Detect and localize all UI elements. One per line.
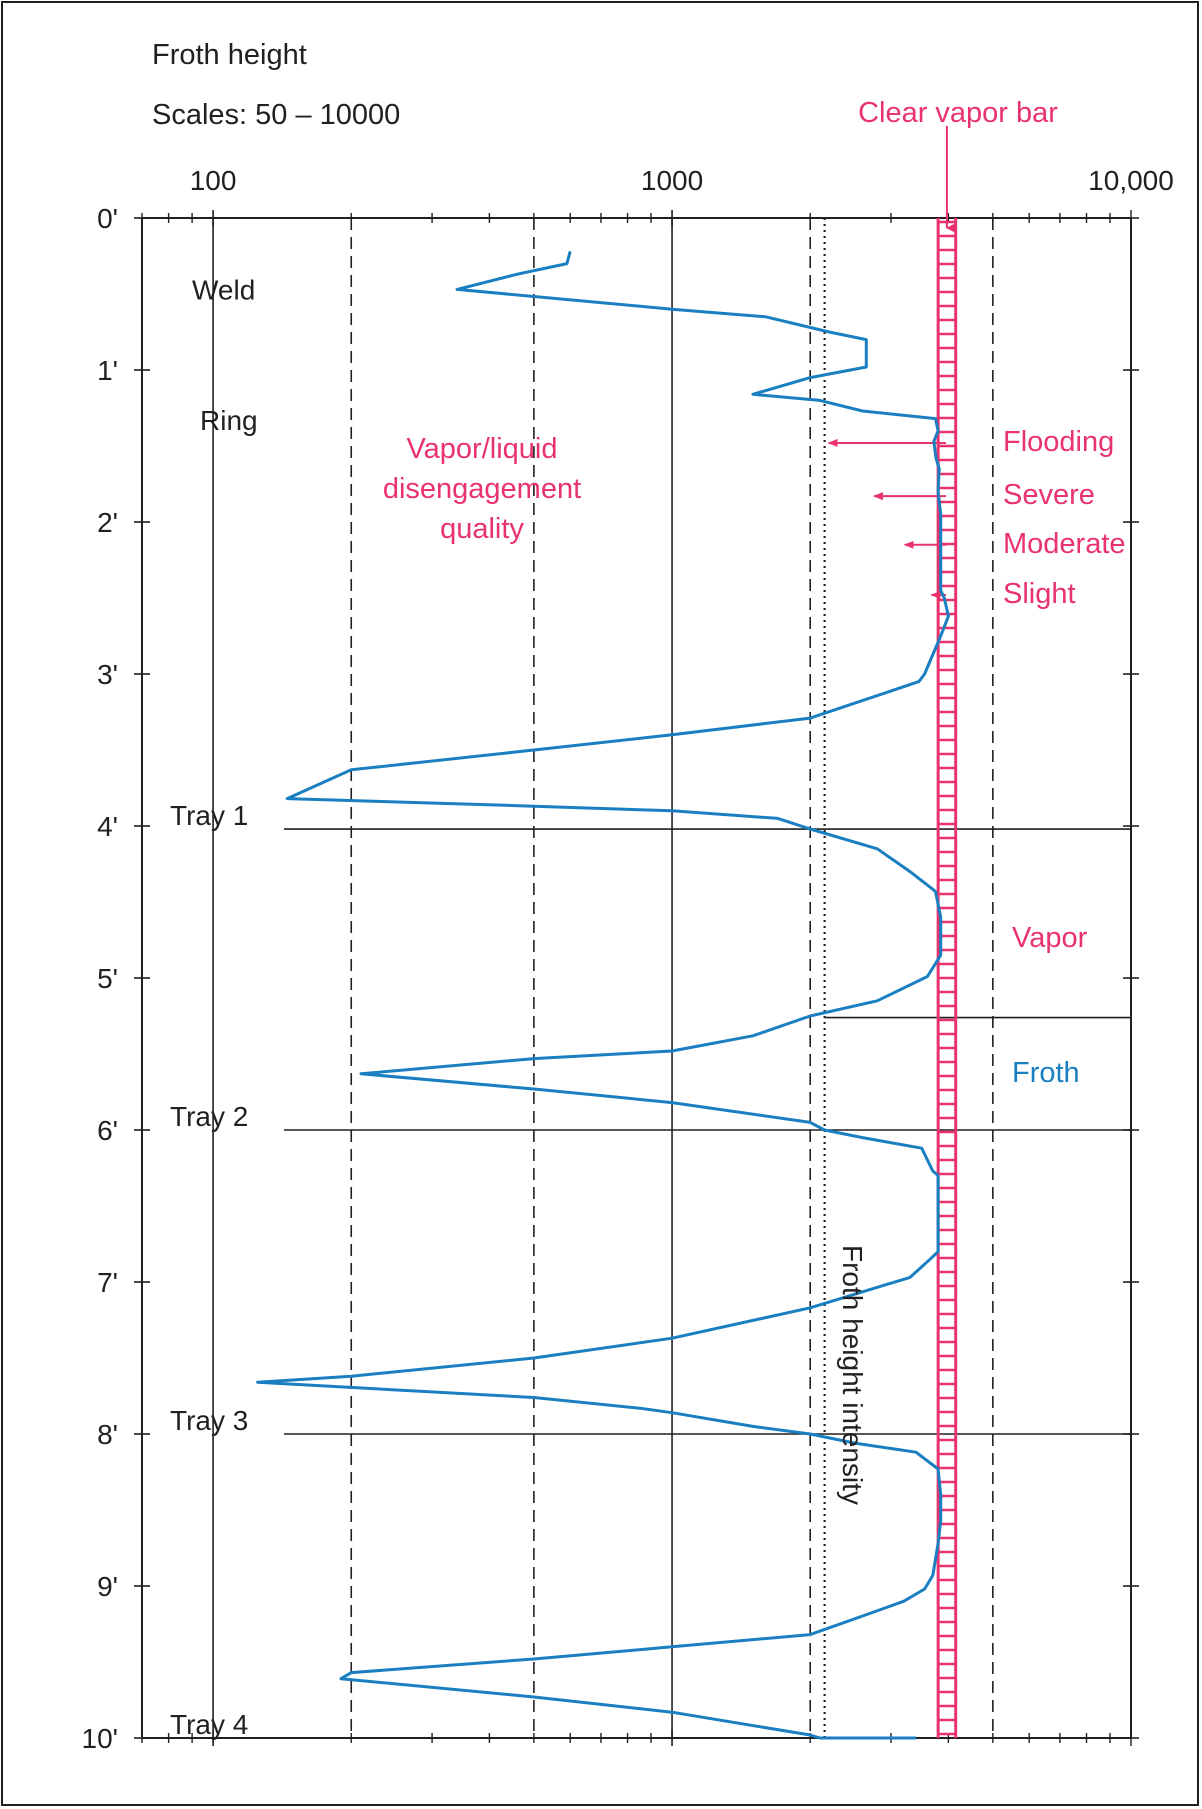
chart-title: Froth height	[152, 39, 307, 71]
y-tick-label: 7'	[97, 1267, 118, 1298]
tray-label: Tray 1	[170, 800, 248, 831]
y-tick-label: 5'	[97, 963, 118, 994]
ring-label: Ring	[200, 405, 258, 436]
x-tick-label: 10,000	[1088, 165, 1174, 196]
weld-label: Weld	[192, 274, 255, 305]
y-tick-label: 0'	[97, 203, 118, 234]
y-tick-label: 3'	[97, 659, 118, 690]
froth-intensity-label: Froth height intensity	[837, 1245, 868, 1505]
tray-label: Tray 3	[170, 1405, 248, 1436]
y-tick-label: 9'	[97, 1571, 118, 1602]
disengagement-level-label: Slight	[1003, 578, 1076, 610]
quality-label-line2: disengagement	[383, 473, 581, 505]
froth-zone-label: Froth	[1012, 1057, 1080, 1089]
disengagement-level-label: Flooding	[1003, 426, 1114, 458]
chart-subtitle: Scales: 50 – 10000	[152, 99, 400, 131]
x-tick-label: 100	[190, 165, 237, 196]
y-tick-label: 4'	[97, 811, 118, 842]
x-tick-label: 1000	[641, 165, 703, 196]
y-tick-label: 8'	[97, 1419, 118, 1450]
disengagement-level-label: Severe	[1003, 479, 1095, 511]
y-tick-label: 1'	[97, 355, 118, 386]
y-tick-label: 10'	[82, 1723, 119, 1754]
tray-label: Tray 2	[170, 1101, 248, 1132]
froth-height-line	[256, 251, 950, 1740]
quality-label-line3: quality	[440, 513, 524, 545]
vapor-bar-label: Clear vapor bar	[858, 97, 1058, 129]
y-tick-label: 6'	[97, 1115, 118, 1146]
tray-label: Tray 4	[170, 1709, 248, 1740]
quality-label-line1: Vapor/liquid	[406, 433, 557, 465]
vapor-zone-label: Vapor	[1012, 922, 1088, 954]
disengagement-level-label: Moderate	[1003, 528, 1126, 560]
y-tick-label: 2'	[97, 507, 118, 538]
